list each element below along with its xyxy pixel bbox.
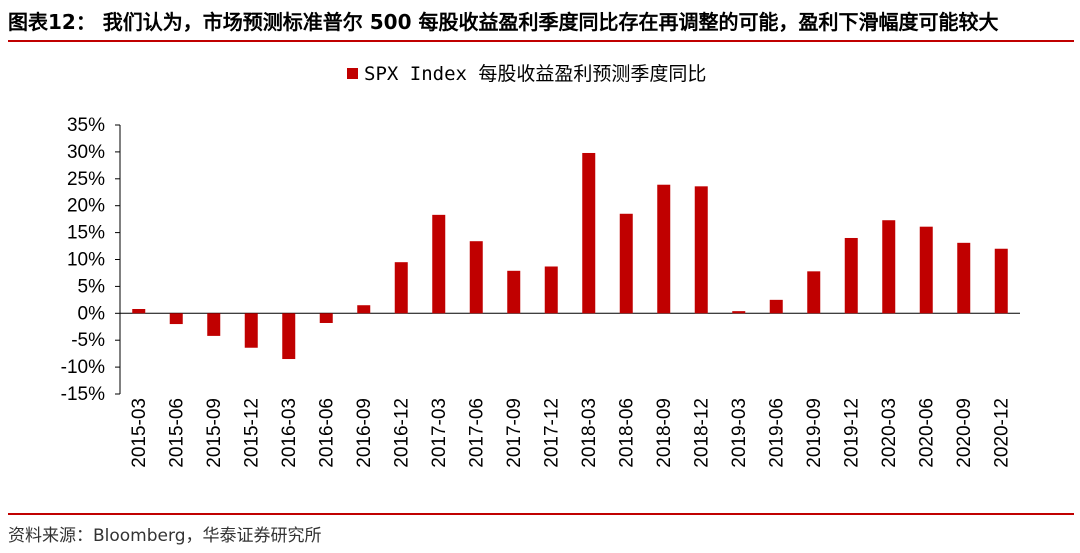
- bar: [319, 313, 333, 323]
- x-tick-label: 2017-03: [429, 398, 450, 468]
- bar: [244, 313, 258, 348]
- x-tick-label: 2020-06: [916, 398, 937, 468]
- bar: [132, 308, 146, 314]
- y-tick-label: 15%: [67, 223, 105, 244]
- bar: [657, 184, 671, 314]
- x-tick-label: 2020-09: [954, 398, 975, 468]
- y-tick-label: -10%: [61, 357, 105, 378]
- x-tick-label: 2016-03: [279, 398, 300, 468]
- x-tick-label: 2015-03: [129, 398, 150, 468]
- x-tick-label: 2019-03: [729, 398, 750, 468]
- y-tick-label: 5%: [78, 276, 106, 297]
- bar: [432, 214, 446, 314]
- bar: [807, 271, 821, 314]
- x-tick-label: 2017-12: [541, 398, 562, 468]
- x-tick-label: 2019-12: [841, 398, 862, 468]
- x-tick-label: 2018-03: [579, 398, 600, 468]
- x-tick-label: 2018-09: [654, 398, 675, 468]
- x-tick-label: 2015-09: [204, 398, 225, 468]
- x-tick-label: 2016-06: [316, 398, 337, 468]
- bar: [732, 311, 746, 314]
- legend-swatch: [347, 68, 358, 79]
- legend: SPX Index 每股收益盈利预测季度同比: [347, 63, 706, 85]
- y-axis: 35% 30% 25% 20% 15% 10% 5% 0% -5% -10% -15%: [61, 115, 121, 405]
- x-tick-label: 2020-03: [879, 398, 900, 468]
- title-divider: [8, 40, 1074, 42]
- y-tick-label: 35%: [67, 115, 105, 136]
- bar: [469, 241, 483, 314]
- bar: [544, 266, 558, 314]
- bar: [882, 220, 896, 314]
- chart-title: 图表12： 我们认为，市场预测标准普尔 500 每股收益盈利季度同比存在再调整的…: [8, 10, 999, 34]
- y-tick-label: -5%: [71, 330, 105, 351]
- bar: [769, 299, 783, 314]
- x-tick-label: 2018-12: [691, 398, 712, 468]
- x-tick-label: 2016-09: [354, 398, 375, 468]
- y-tick-label: 30%: [67, 142, 105, 163]
- x-axis: 2015-03 2015-06 2015-09 2015-12 2016-03 2016-…: [120, 312, 1020, 468]
- x-tick-label: 2017-09: [504, 398, 525, 468]
- source-note: 资料来源：Bloomberg，华泰证券研究所: [8, 526, 322, 546]
- bar: [619, 213, 633, 314]
- bar: [844, 237, 858, 314]
- bar: [582, 152, 596, 314]
- x-tick-label: 2019-06: [766, 398, 787, 468]
- y-tick-label: -15%: [61, 384, 105, 405]
- x-tick-label: 2016-12: [391, 398, 412, 468]
- bar: [994, 248, 1008, 314]
- x-tick-label: 2015-12: [241, 398, 262, 468]
- x-tick-label: 2018-06: [616, 398, 637, 468]
- y-tick-label: 10%: [67, 250, 105, 271]
- y-tick-label: 0%: [78, 303, 106, 324]
- bar: [919, 226, 933, 314]
- bar: [507, 270, 521, 314]
- y-tick-label: 20%: [67, 196, 105, 217]
- x-tick-label: 2020-12: [991, 398, 1012, 468]
- x-tick-label: 2015-06: [166, 398, 187, 468]
- legend-label: SPX Index 每股收益盈利预测季度同比: [364, 63, 706, 85]
- bar: [957, 242, 971, 314]
- bar: [282, 313, 296, 360]
- x-tick-label: 2017-06: [466, 398, 487, 468]
- y-tick-label: 25%: [67, 169, 105, 190]
- bar: [394, 262, 408, 314]
- bars: [132, 152, 1008, 360]
- bar: [694, 186, 708, 314]
- footer-divider: [8, 513, 1074, 515]
- bar: [207, 313, 221, 336]
- bar: [357, 305, 371, 314]
- bar: [169, 313, 183, 325]
- x-tick-label: 2019-09: [804, 398, 825, 468]
